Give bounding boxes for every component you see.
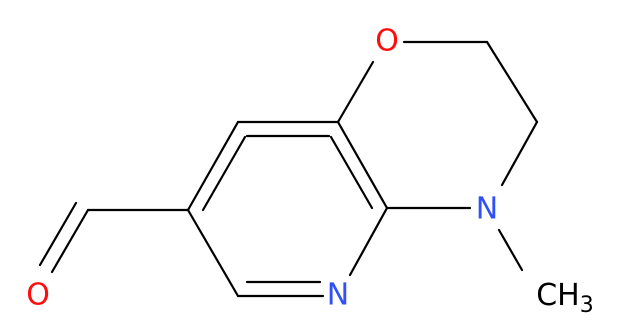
methyl-subscript: 3 bbox=[580, 293, 594, 318]
bond bbox=[186, 120, 240, 212]
methyl-text: CH bbox=[536, 278, 580, 313]
bond bbox=[38, 201, 78, 267]
bond bbox=[500, 120, 539, 187]
atom-label: O bbox=[26, 278, 50, 313]
bond bbox=[336, 60, 375, 124]
bond bbox=[336, 120, 389, 210]
methyl-label: CH3 bbox=[536, 278, 594, 319]
bond bbox=[497, 228, 524, 272]
atom-label: O bbox=[375, 24, 399, 59]
bond bbox=[348, 206, 389, 277]
bond bbox=[50, 208, 90, 274]
bond bbox=[329, 135, 374, 210]
bond bbox=[201, 135, 247, 212]
bond bbox=[485, 40, 539, 124]
bond bbox=[186, 208, 240, 298]
atom-label: N bbox=[476, 192, 498, 227]
atom-label: N bbox=[327, 278, 349, 313]
bonds bbox=[38, 40, 539, 298]
